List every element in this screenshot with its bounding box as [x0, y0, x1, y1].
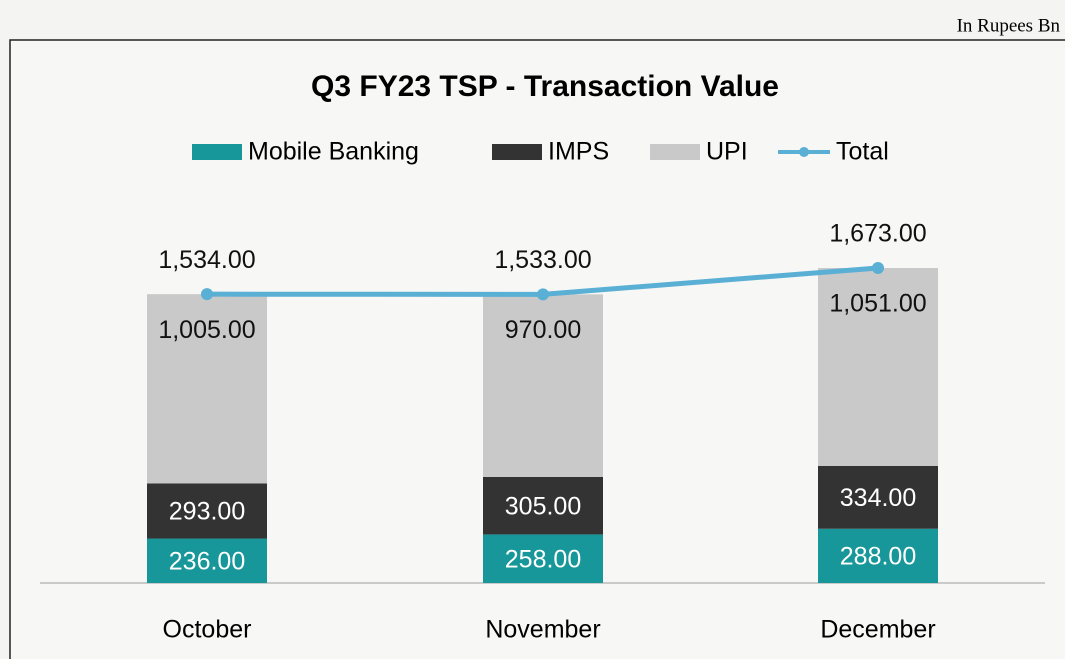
bar-segment	[147, 538, 267, 583]
bar-segment	[147, 483, 267, 539]
x-tick-label: November	[485, 616, 600, 644]
legend-swatch	[650, 144, 700, 160]
legend-label: UPI	[706, 138, 748, 166]
bar-segment	[818, 528, 938, 583]
total-marker	[872, 262, 884, 274]
legend-label: Mobile Banking	[248, 138, 419, 166]
legend-label: Total	[836, 138, 889, 166]
data-label: 305.00	[505, 492, 581, 520]
bar-segment	[483, 476, 603, 535]
data-label: 1,533.00	[494, 246, 591, 274]
total-marker	[201, 288, 213, 301]
data-label: 293.00	[169, 498, 245, 526]
bar-segment	[483, 294, 603, 477]
x-tick-label: December	[820, 616, 935, 644]
data-label: 1,534.00	[158, 246, 255, 274]
bar-segment	[818, 268, 938, 466]
data-label: 258.00	[505, 545, 581, 573]
unit-note: In Rupees Bn	[957, 15, 1061, 36]
bar-segment	[147, 294, 267, 484]
data-label: 236.00	[169, 547, 245, 575]
data-label: 1,673.00	[829, 220, 926, 248]
chart-title: Q3 FY23 TSP - Transaction Value	[311, 70, 779, 103]
data-label: 970.00	[505, 316, 581, 344]
bar-segment	[483, 534, 603, 583]
total-marker	[537, 288, 549, 301]
data-label: 288.00	[840, 542, 916, 570]
x-tick-label: October	[163, 616, 252, 644]
legend-swatch	[192, 144, 242, 160]
data-label: 1,005.00	[158, 316, 255, 344]
legend-marker	[799, 147, 809, 157]
bar-segment	[818, 465, 938, 529]
data-label: 334.00	[840, 484, 916, 512]
data-label: 1,051.00	[829, 290, 926, 318]
legend-swatch	[492, 144, 542, 160]
legend-label: IMPS	[548, 138, 609, 166]
